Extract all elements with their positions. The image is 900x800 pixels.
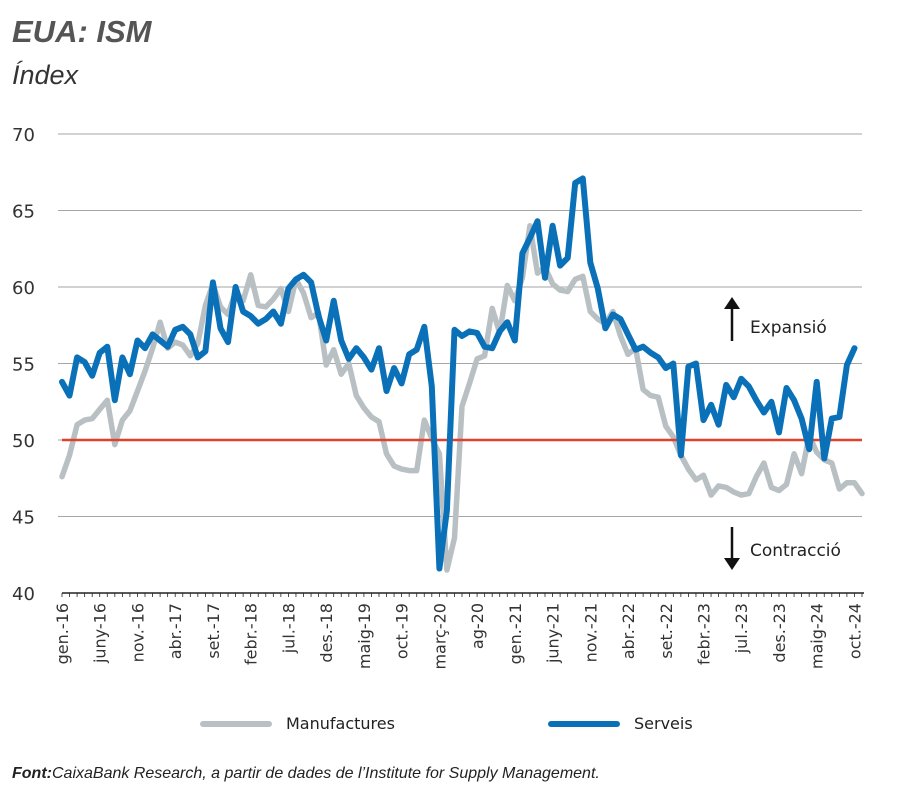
- source-label: Font:: [12, 765, 52, 782]
- x-tick-label: set.-22: [657, 603, 676, 659]
- y-tick-label: 45: [12, 508, 35, 529]
- x-tick-label: juny-16: [91, 603, 110, 664]
- x-tick-label: des.-18: [317, 603, 336, 663]
- contraction-arrowhead-icon: [724, 558, 740, 570]
- y-tick-label: 65: [12, 202, 35, 223]
- series-line-serveis: [59, 175, 858, 572]
- x-tick-label: jul.-18: [279, 603, 298, 654]
- x-tick-label: abr.-22: [619, 603, 638, 659]
- y-tick-label: 50: [12, 431, 35, 452]
- legend-item-manufactures: Manufactures: [200, 714, 395, 733]
- x-tick-label: abr.-17: [166, 603, 185, 659]
- chart-subtitle: Índex: [12, 60, 79, 90]
- contraction-label: Contracció: [750, 541, 841, 561]
- x-tick-label: maig-24: [808, 603, 827, 669]
- y-tick-label: 60: [12, 278, 35, 299]
- legend-label: Serveis: [634, 714, 693, 733]
- x-tick-label: febr.-23: [695, 603, 714, 665]
- x-tick-label: jul.-23: [732, 603, 751, 654]
- series-line-manufactures: [59, 223, 865, 573]
- chart-plot: 40 45 50 55 60 65 70 gen.-16 juny-16 nov.-16 abr.…: [12, 125, 865, 670]
- x-tick-label: febr.-18: [242, 603, 261, 665]
- x-tick-label: oct.-19: [393, 603, 412, 659]
- y-tick-label: 40: [12, 584, 35, 605]
- source-note: Font:CaixaBank Research, a partir de dad…: [12, 765, 600, 783]
- chart-title: EUA: ISM: [12, 14, 152, 49]
- legend-swatch: [200, 720, 272, 727]
- y-tick-label: 55: [12, 355, 35, 376]
- x-tick-label: ag-20: [468, 603, 487, 649]
- legend-swatch: [548, 720, 620, 727]
- source-text: CaixaBank Research, a partir de dades de…: [51, 765, 600, 782]
- x-tick-label: gen.-16: [53, 603, 72, 664]
- legend-item-serveis: Serveis: [548, 714, 693, 733]
- expansion-arrowhead-icon: [724, 297, 740, 309]
- x-tick-label: gen.-21: [506, 603, 525, 664]
- x-tick-label: oct.-24: [845, 603, 864, 659]
- x-tick-label: des.-23: [770, 603, 789, 663]
- expansion-label: Expansió: [750, 318, 827, 338]
- x-tick-label: juny-21: [544, 603, 563, 664]
- legend-label: Manufactures: [286, 714, 395, 733]
- y-tick-label: 70: [12, 125, 35, 146]
- x-tick-label: set.-17: [204, 603, 223, 659]
- x-tick-label: nov.-16: [128, 603, 147, 662]
- x-tick-label: març-20: [430, 603, 449, 670]
- x-tick-label: maig-19: [355, 603, 374, 669]
- x-tick-label: nov.-21: [581, 603, 600, 662]
